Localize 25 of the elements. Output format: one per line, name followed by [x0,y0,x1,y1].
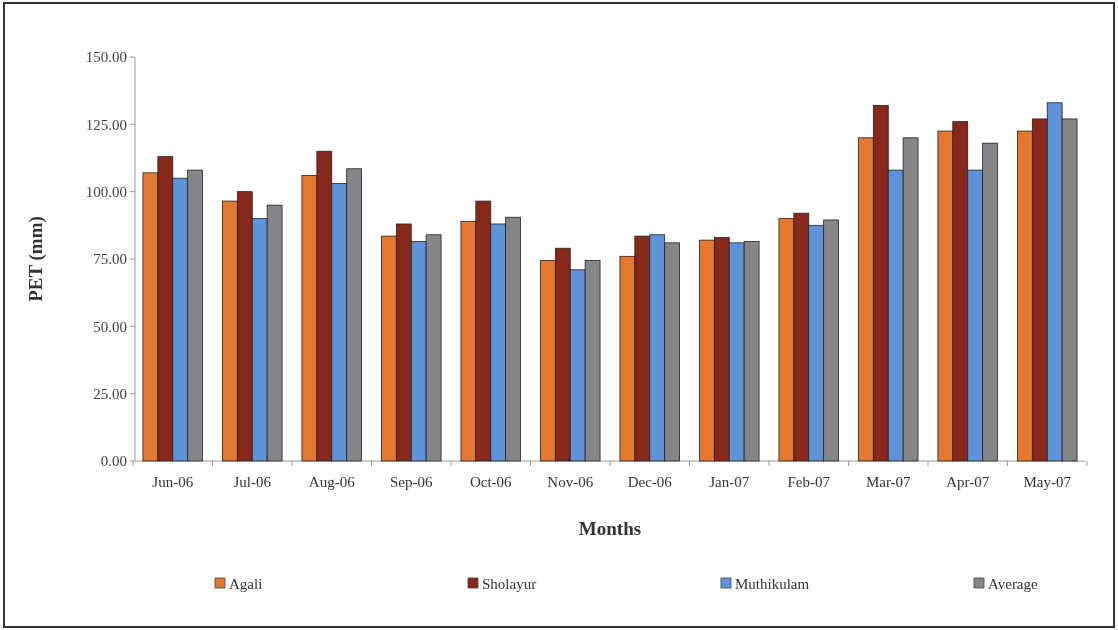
y-tick-label: 0.00 [100,453,127,470]
x-tick-label: Dec-06 [627,474,673,490]
y-tick-label: 25.00 [93,385,127,402]
x-axis-title: Months [578,518,642,539]
x-tick-label: Jan-07 [709,474,750,490]
x-tick-label: Oct-06 [469,474,513,490]
legend-label: Agali [229,576,263,593]
x-tick-label: Jun-06 [152,474,194,490]
y-tick-label: 75.00 [93,251,127,268]
legend-label: Average [988,576,1039,593]
legend-label: Muthikulam [735,576,810,593]
y-tick-label: 125.00 [85,116,127,133]
x-tick-label: May-07 [1023,474,1072,490]
x-tick-label: Feb-07 [787,474,831,490]
legend-label: Sholayur [482,576,537,593]
x-tick-label: Sep-06 [390,474,433,490]
y-tick-label: 100.00 [85,183,127,200]
x-tick-label: Apr-07 [946,474,990,490]
y-tick-label: 150.00 [85,49,127,66]
x-tick-label: Mar-07 [865,474,912,490]
y-tick-label: 50.00 [93,318,127,335]
x-tick-label: Aug-06 [308,474,356,490]
x-tick-label: Jul-06 [233,474,272,490]
x-tick-label: Nov-06 [547,474,594,490]
y-axis-title: PET (mm) [25,216,47,302]
